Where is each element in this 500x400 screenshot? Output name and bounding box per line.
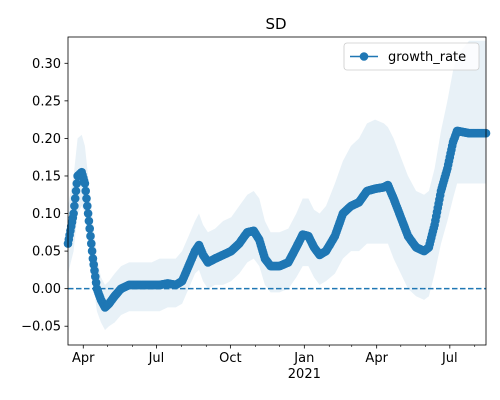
y-axis: −0.05 0.00 0.05 0.10 0.15 0.20 0.25 0.30 <box>21 57 68 335</box>
y-tick-label: 0.10 <box>32 207 61 222</box>
data-point <box>82 194 91 203</box>
data-point <box>87 246 97 256</box>
data-point <box>83 201 92 211</box>
data-point <box>80 179 90 188</box>
x-tick-label: Jul <box>441 351 458 366</box>
x-tick-label: Jul <box>148 351 165 366</box>
y-tick-label: 0.25 <box>32 94 61 109</box>
data-point <box>85 224 94 233</box>
data-point <box>86 231 95 241</box>
data-point <box>69 209 78 218</box>
y-tick-label: 0.20 <box>32 132 61 147</box>
data-point <box>72 179 82 188</box>
y-tick-label: 0.30 <box>32 57 61 72</box>
data-point <box>70 201 79 211</box>
series-markers <box>63 126 491 312</box>
y-tick-label: 0.00 <box>32 282 61 297</box>
axes-frame <box>67 36 487 346</box>
data-point <box>83 209 93 218</box>
x-tick-label: Jan <box>293 351 314 366</box>
legend-label: growth_rate <box>388 50 466 65</box>
x-tick-label: Apr <box>72 351 95 366</box>
x-tick-year-label: 2021 <box>288 367 321 382</box>
series-layer <box>63 126 491 312</box>
data-point <box>84 216 94 226</box>
data-point <box>71 186 81 196</box>
y-tick-label: 0.15 <box>32 169 61 184</box>
chart-title: SD <box>265 15 286 33</box>
legend-box <box>343 42 480 71</box>
data-point <box>81 186 90 196</box>
plot-frame <box>67 36 487 346</box>
x-tick-label: Apr <box>365 351 388 366</box>
legend: growth_rate <box>343 42 480 71</box>
y-tick-label: 0.05 <box>32 245 61 260</box>
x-tick-label: Oct <box>219 351 241 366</box>
y-tick-label: −0.05 <box>21 320 61 335</box>
legend-marker <box>359 52 369 61</box>
plot-area <box>63 40 491 331</box>
data-point <box>70 194 80 203</box>
data-point <box>87 239 96 248</box>
